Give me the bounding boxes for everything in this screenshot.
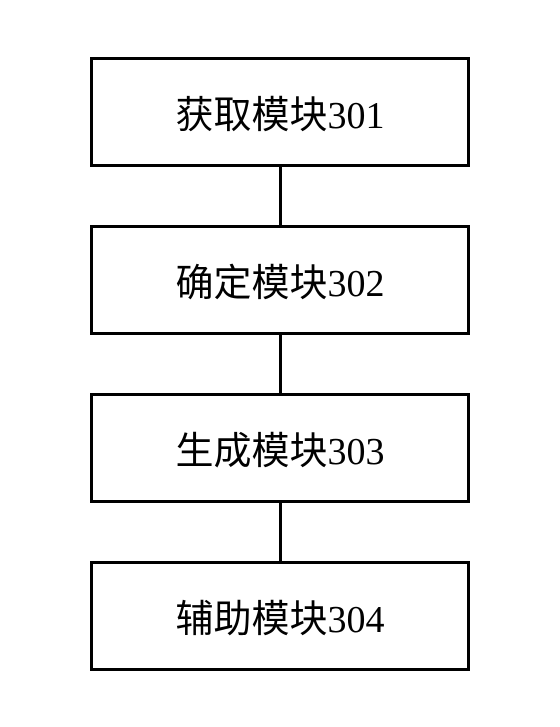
flowchart-node: 生成模块303 <box>90 393 470 503</box>
flowchart-node: 获取模块301 <box>90 57 470 167</box>
flowchart-node: 确定模块302 <box>90 225 470 335</box>
node-label: 确定模块302 <box>175 252 384 307</box>
flowchart-connector <box>279 167 282 225</box>
node-label: 辅助模块304 <box>175 588 384 643</box>
node-label: 生成模块303 <box>175 420 384 475</box>
flowchart-container: 获取模块301 确定模块302 生成模块303 辅助模块304 <box>30 57 530 671</box>
flowchart-connector <box>279 335 282 393</box>
node-label: 获取模块301 <box>175 84 384 139</box>
flowchart-node: 辅助模块304 <box>90 561 470 671</box>
flowchart-connector <box>279 503 282 561</box>
